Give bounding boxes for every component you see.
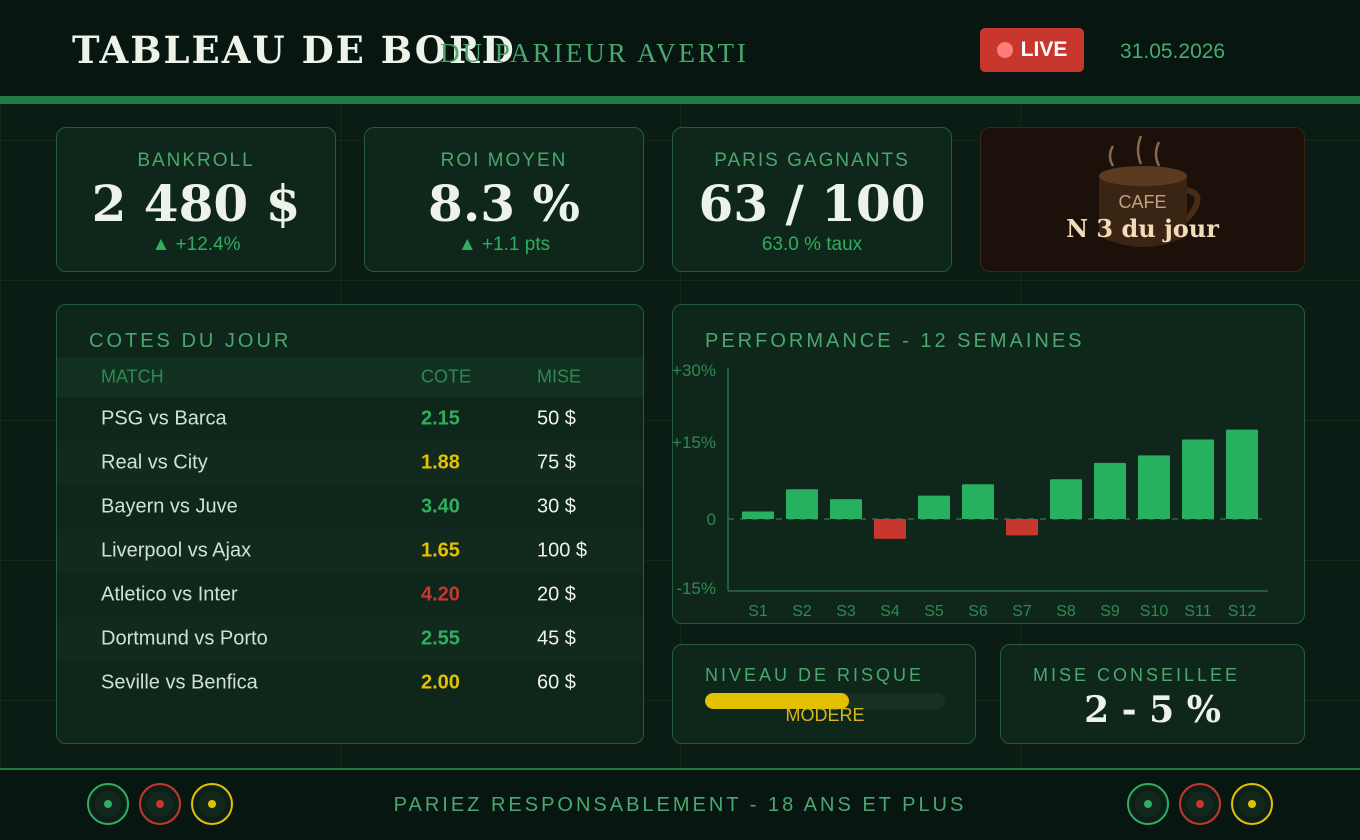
coffee-card: CAFE N 3 du jour [980, 127, 1305, 272]
odds-title: COTES DU JOUR [89, 330, 292, 352]
kpi-card-bankroll: BANKROLL 2 480 $ ▲ +12.4% [56, 127, 336, 272]
coffee-count: N 3 du jour [1066, 214, 1219, 243]
coffee-label: CAFE [1118, 192, 1167, 212]
match-name: Seville vs Benfica [101, 671, 258, 694]
match-name: Bayern vs Juve [101, 495, 238, 518]
match-odd: 1.88 [421, 451, 460, 474]
match-name: PSG vs Barca [101, 407, 227, 430]
risk-meter-fill [705, 693, 849, 709]
risk-meter [705, 693, 945, 709]
match-stake: 45 $ [537, 627, 576, 650]
kpi-label: PARIS GAGNANTS [714, 150, 910, 171]
advised-title: MISE CONSEILLEE [1033, 665, 1241, 685]
advised-stake-panel: MISE CONSEILLEE 2 - 5 % [1000, 644, 1305, 744]
match-odd: 2.55 [421, 627, 460, 650]
table-row[interactable]: Liverpool vs Ajax 1.65 100 $ [57, 529, 643, 573]
live-label: LIVE [1020, 38, 1068, 61]
match-name: Liverpool vs Ajax [101, 539, 252, 562]
column-header-odd: COTE [421, 366, 472, 387]
risk-title: NIVEAU DE RISQUE [705, 665, 925, 685]
match-odd: 2.00 [421, 671, 460, 694]
risk-panel: NIVEAU DE RISQUE MODERE [672, 644, 976, 744]
odds-panel: COTES DU JOUR MATCH COTE MISE PSG vs Bar… [56, 304, 644, 744]
chip-yellow-icon [1231, 783, 1273, 825]
kpi-card-wins: PARIS GAGNANTS 63 / 100 63.0 % taux [672, 127, 952, 272]
live-badge[interactable]: LIVE [980, 28, 1084, 72]
table-row[interactable]: Bayern vs Juve 3.40 30 $ [57, 485, 643, 529]
column-header-match: MATCH [101, 366, 164, 387]
kpi-rate: 63.0 % taux [761, 234, 863, 255]
match-odd: 1.65 [421, 539, 460, 562]
table-row[interactable]: Atletico vs Inter 4.20 20 $ [57, 573, 643, 617]
match-stake: 100 $ [537, 539, 588, 562]
footer-text: PARIEZ RESPONSABLEMENT - 18 ANS ET PLUS [393, 794, 967, 816]
chip-red-icon [1179, 783, 1221, 825]
coffee-cup-icon [1099, 135, 1201, 247]
table-row[interactable]: Seville vs Benfica 2.00 60 $ [57, 661, 643, 705]
match-stake: 30 $ [537, 495, 576, 518]
match-stake: 50 $ [537, 407, 576, 430]
chip-red-icon [139, 783, 181, 825]
match-odd: 3.40 [421, 495, 460, 518]
advised-value: 2 - 5 % [1084, 689, 1221, 731]
kpi-label: ROI MOYEN [440, 150, 568, 171]
match-odd: 4.20 [421, 583, 460, 606]
kpi-value: 63 / 100 [698, 174, 926, 233]
page-title: TABLEAU DE BORD [72, 28, 516, 72]
column-header-stake: MISE [537, 366, 582, 387]
kpi-value: 2 480 $ [91, 174, 301, 233]
header-divider [0, 96, 1360, 104]
risk-level: MODERE [785, 705, 865, 725]
date: 31.05.2026 [1120, 40, 1226, 63]
table-row[interactable]: Dortmund vs Porto 2.55 45 $ [57, 617, 643, 661]
chip-green-icon [1127, 783, 1169, 825]
footer-divider [0, 768, 1360, 771]
kpi-card-roi: ROI MOYEN 8.3 % ▲ +1.1 pts [364, 127, 644, 272]
performance-title: PERFORMANCE - 12 SEMAINES [705, 330, 1085, 352]
odds-table: MATCH COTE MISE PSG vs Barca 2.15 50 $ Real… [57, 357, 643, 705]
kpi-label: BANKROLL [137, 150, 255, 171]
match-name: Atletico vs Inter [101, 583, 238, 606]
match-name: Real vs City [101, 451, 208, 474]
match-stake: 60 $ [537, 671, 576, 694]
kpi-trend: ▲ +12.4% [151, 234, 241, 255]
kpi-value: 8.3 % [428, 174, 580, 233]
match-name: Dortmund vs Porto [101, 627, 268, 650]
table-header: MATCH COTE MISE [57, 357, 643, 397]
header: TABLEAU DE BORD DU PARIEUR AVERTI LIVE 3… [0, 0, 1360, 96]
match-stake: 20 $ [537, 583, 576, 606]
kpi-trend: ▲ +1.1 pts [457, 234, 551, 255]
match-stake: 75 $ [537, 451, 576, 474]
chip-green-icon [87, 783, 129, 825]
table-row[interactable]: PSG vs Barca 2.15 50 $ [57, 397, 643, 441]
table-row[interactable]: Real vs City 1.88 75 $ [57, 441, 643, 485]
performance-panel: PERFORMANCE - 12 SEMAINES [672, 304, 1305, 624]
footer: PARIEZ RESPONSABLEMENT - 18 ANS ET PLUS [0, 770, 1360, 840]
match-odd: 2.15 [421, 407, 460, 430]
page-subtitle: DU PARIEUR AVERTI [440, 38, 749, 68]
live-dot-icon [996, 42, 1013, 58]
chip-yellow-icon [191, 783, 233, 825]
